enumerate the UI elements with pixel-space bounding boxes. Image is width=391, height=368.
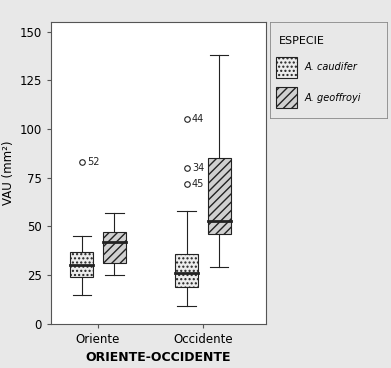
- Y-axis label: VAU (mm²): VAU (mm²): [2, 141, 15, 205]
- Bar: [208, 158, 231, 234]
- Bar: [276, 87, 297, 108]
- Bar: [276, 57, 297, 78]
- Bar: [175, 254, 198, 287]
- Bar: [103, 232, 126, 263]
- Text: ESPECIE: ESPECIE: [279, 36, 325, 46]
- Text: 45: 45: [192, 179, 204, 189]
- X-axis label: ORIENTE-OCCIDENTE: ORIENTE-OCCIDENTE: [86, 351, 231, 364]
- Bar: [70, 252, 93, 277]
- Text: 34: 34: [192, 163, 204, 173]
- Text: 44: 44: [192, 114, 204, 124]
- Text: A. caudifer: A. caudifer: [305, 62, 358, 72]
- Text: 52: 52: [87, 157, 100, 167]
- Text: A. geoffroyi: A. geoffroyi: [305, 93, 362, 103]
